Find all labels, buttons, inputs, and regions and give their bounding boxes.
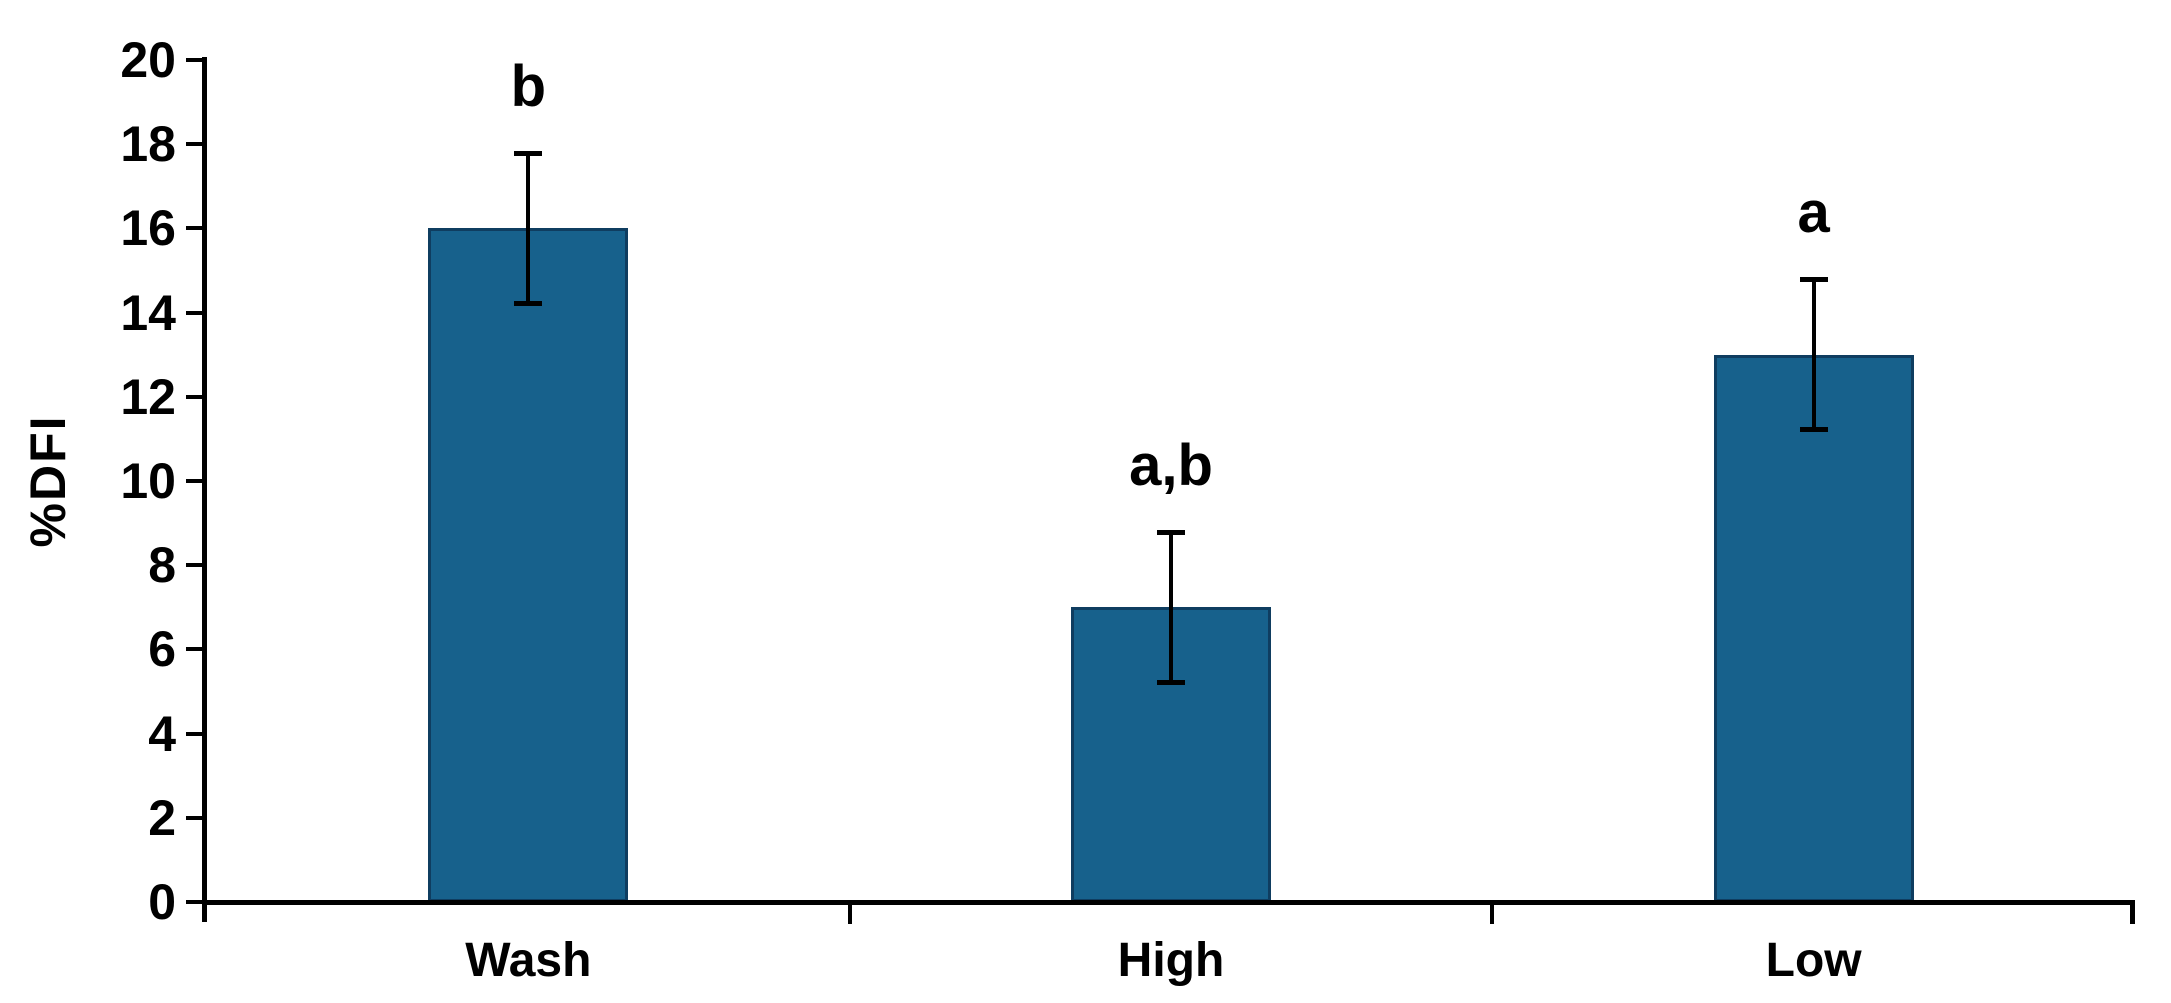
- error-cap-bottom-low: [1799, 427, 1828, 433]
- y-tick-label-12: 12: [120, 368, 176, 425]
- y-tick-label-18: 18: [120, 116, 176, 173]
- y-tick-label-2: 2: [148, 789, 176, 846]
- y-tick-label-10: 10: [120, 453, 176, 509]
- x-tick-end: [2130, 904, 2135, 924]
- bar-wash: [428, 228, 629, 902]
- y-tick-12: [186, 394, 202, 399]
- error-cap-bottom-high: [1157, 680, 1185, 686]
- y-tick-0: [186, 900, 202, 904]
- error-cap-top-wash: [514, 150, 543, 156]
- y-tick-14: [186, 310, 202, 315]
- x-tick-label-high: High: [1117, 934, 1225, 987]
- x-tick-2: [1490, 904, 1495, 924]
- y-tick-label-8: 8: [148, 537, 176, 594]
- y-tick-label-20: 20: [120, 32, 176, 88]
- error-bar-wash: [526, 152, 531, 305]
- y-tick-4: [186, 731, 202, 736]
- bar-low: [1713, 354, 1914, 902]
- y-tick-6: [186, 647, 202, 652]
- error-cap-top-high: [1157, 529, 1185, 535]
- y-axis-line: [202, 57, 207, 922]
- error-bar-low: [1811, 278, 1816, 431]
- y-tick-8: [186, 563, 202, 568]
- error-cap-bottom-wash: [514, 301, 543, 307]
- y-tick-10: [186, 479, 202, 483]
- x-tick-label-wash: Wash: [465, 934, 592, 987]
- error-cap-top-low: [1799, 276, 1828, 282]
- y-tick-label-6: 6: [148, 621, 176, 678]
- error-bar-high: [1169, 531, 1173, 684]
- y-tick-label-0: 0: [148, 874, 176, 930]
- y-tick-16: [186, 226, 202, 231]
- y-tick-label-4: 4: [148, 705, 176, 762]
- y-tick-label-16: 16: [120, 200, 176, 257]
- significance-letter-wash: b: [510, 53, 547, 119]
- y-tick-20: [186, 58, 202, 62]
- x-axis-line: [202, 900, 2135, 905]
- x-tick-1: [847, 904, 852, 924]
- significance-letter-low: a: [1797, 179, 1830, 245]
- y-tick-label-14: 14: [120, 284, 176, 341]
- x-tick-label-low: Low: [1765, 934, 1862, 987]
- significance-letter-high: a,b: [1129, 432, 1213, 498]
- y-tick-2: [186, 815, 202, 820]
- y-tick-18: [186, 142, 202, 147]
